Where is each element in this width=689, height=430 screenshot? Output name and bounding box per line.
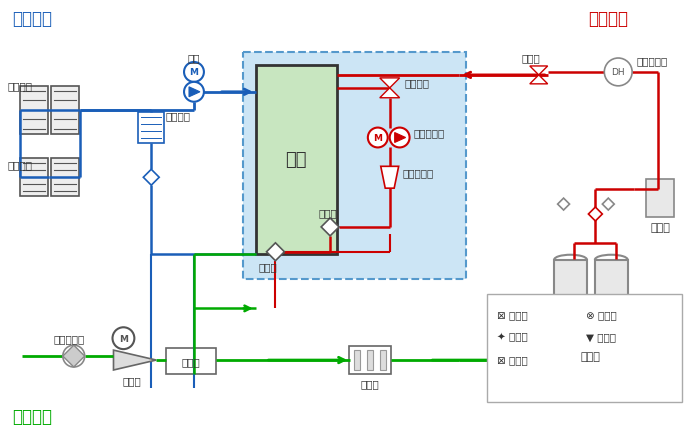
Text: 消音器: 消音器 bbox=[360, 378, 379, 388]
Text: 电控喷器: 电控喷器 bbox=[404, 78, 430, 88]
Text: ▼ 单向阀: ▼ 单向阀 bbox=[586, 332, 617, 341]
Circle shape bbox=[390, 128, 409, 148]
Text: 中冷器: 中冷器 bbox=[182, 356, 200, 366]
FancyBboxPatch shape bbox=[243, 53, 466, 279]
Circle shape bbox=[368, 128, 388, 148]
Text: 氢气传感器: 氢气传感器 bbox=[636, 56, 668, 66]
Bar bbox=[349, 346, 391, 374]
Text: ⊗ 调压阀: ⊗ 调压阀 bbox=[586, 310, 617, 319]
Bar bbox=[138, 112, 164, 144]
Polygon shape bbox=[530, 67, 548, 76]
Bar bbox=[20, 86, 48, 134]
Polygon shape bbox=[381, 167, 399, 189]
Text: 副散热器: 副散热器 bbox=[7, 160, 32, 170]
Text: 空气滤清器: 空气滤清器 bbox=[54, 333, 85, 344]
Polygon shape bbox=[380, 89, 400, 98]
Text: ✦ 泄压阀: ✦ 泄压阀 bbox=[497, 332, 528, 341]
Polygon shape bbox=[267, 243, 285, 261]
Polygon shape bbox=[114, 350, 156, 370]
Bar bbox=[166, 348, 216, 374]
Text: 氢气系统: 氢气系统 bbox=[588, 10, 628, 28]
Text: M: M bbox=[189, 68, 198, 77]
Text: 空压机: 空压机 bbox=[122, 375, 141, 385]
Text: 加氢口: 加氢口 bbox=[650, 222, 670, 232]
Polygon shape bbox=[557, 199, 570, 211]
Polygon shape bbox=[321, 218, 339, 236]
Bar bbox=[51, 86, 79, 134]
Bar bbox=[646, 180, 674, 218]
Text: ⊠ 手控阀: ⊠ 手控阀 bbox=[497, 354, 528, 364]
Text: 冷却系统: 冷却系统 bbox=[12, 10, 52, 28]
Polygon shape bbox=[63, 345, 85, 367]
Polygon shape bbox=[380, 79, 400, 89]
Circle shape bbox=[112, 328, 134, 349]
Text: 储氢瓶: 储氢瓶 bbox=[580, 351, 600, 361]
Text: 水泵: 水泵 bbox=[187, 53, 200, 63]
Text: 水汽分离器: 水汽分离器 bbox=[402, 168, 434, 178]
Circle shape bbox=[604, 59, 632, 86]
Bar bbox=[487, 295, 682, 402]
Text: 主散热器: 主散热器 bbox=[7, 81, 32, 91]
Bar bbox=[380, 350, 386, 370]
Bar bbox=[51, 159, 79, 197]
Polygon shape bbox=[143, 170, 159, 186]
Bar bbox=[554, 260, 587, 347]
Text: 背压阀: 背压阀 bbox=[318, 208, 337, 218]
Text: ⊠ 电磁阀: ⊠ 电磁阀 bbox=[497, 310, 528, 319]
Circle shape bbox=[63, 345, 85, 367]
Polygon shape bbox=[530, 76, 548, 85]
Polygon shape bbox=[588, 208, 602, 221]
Bar bbox=[20, 159, 48, 197]
Text: 空气系统: 空气系统 bbox=[12, 407, 52, 425]
Polygon shape bbox=[189, 88, 200, 98]
Bar bbox=[595, 260, 628, 347]
Text: 调压阀: 调压阀 bbox=[522, 53, 541, 63]
Text: 氢气循环泵: 氢气循环泵 bbox=[413, 128, 445, 138]
Circle shape bbox=[184, 83, 204, 102]
Text: 三通阀: 三通阀 bbox=[258, 262, 277, 272]
Polygon shape bbox=[395, 133, 406, 143]
Text: DH: DH bbox=[611, 68, 625, 77]
Text: M: M bbox=[119, 334, 128, 343]
Bar bbox=[354, 350, 360, 370]
Text: M: M bbox=[373, 134, 382, 143]
Polygon shape bbox=[602, 199, 615, 211]
Bar bbox=[367, 350, 373, 370]
Bar bbox=[256, 66, 337, 254]
Text: 电堆: 电堆 bbox=[285, 151, 307, 169]
Circle shape bbox=[184, 63, 204, 83]
Text: 去离子器: 去离子器 bbox=[165, 111, 190, 121]
